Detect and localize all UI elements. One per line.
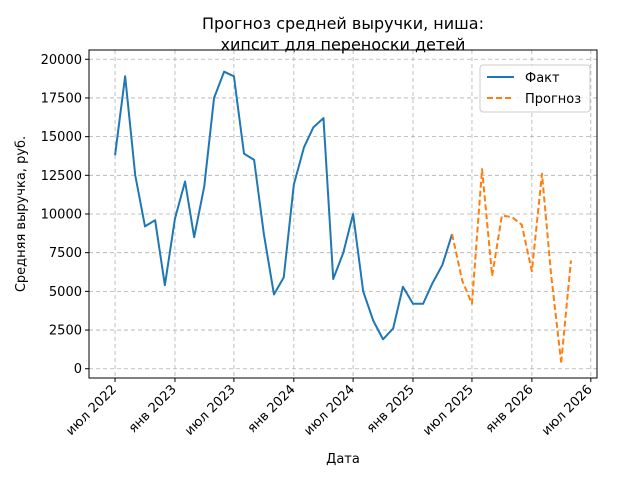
legend-label-fact: Факт [525,71,560,86]
y-tick-label: 15000 [41,130,82,145]
grid [89,50,597,378]
y-tick-label: 2500 [49,324,82,339]
forecast-line [560,260,572,363]
y-axis: 0 2500 5000 7500 10000 12500 15000 17500 20000 [41,53,89,377]
actual-line [114,70,454,341]
legend-label-forecast: Прогноз [525,92,581,107]
x-axis-label: Дата [326,452,360,467]
y-tick-label: 5000 [49,285,82,300]
chart-title-line-1: Прогноз средней выручки, ниша: [202,14,484,33]
chart-title-line-2: хипсит для переноски детей [221,35,466,54]
y-tick-label: 17500 [41,91,82,106]
y-tick-label: 10000 [41,208,82,223]
y-tick-label: 0 [74,362,82,377]
series-lines [114,70,572,363]
y-tick-label: 7500 [49,246,82,261]
legend: Факт Прогноз [479,64,591,113]
y-tick-label: 20000 [41,53,82,68]
forecast-line [451,168,563,363]
y-axis-label: Средняя выручка, руб. [14,136,29,292]
y-tick-label: 12500 [41,169,82,184]
